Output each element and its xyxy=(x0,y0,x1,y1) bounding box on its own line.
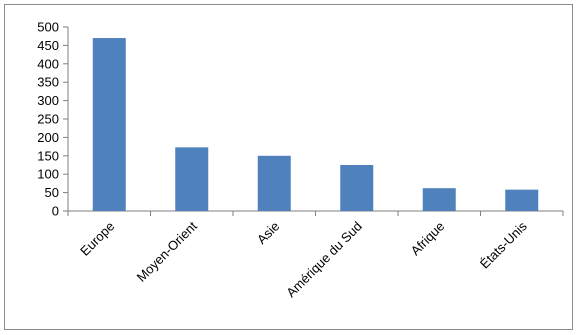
y-tick-label: 300 xyxy=(37,93,59,108)
x-category-label: Asie xyxy=(254,219,282,247)
bar-moyen-orient xyxy=(175,147,209,211)
bar--tats-unis xyxy=(505,189,539,211)
x-category-label: Moyen-Orient xyxy=(134,218,201,285)
y-tick-label: 150 xyxy=(37,148,59,163)
y-tick-label: 200 xyxy=(37,130,59,145)
bar-am-rique-du-sud xyxy=(340,165,374,211)
bar-europe xyxy=(92,38,126,211)
y-tick-label: 400 xyxy=(37,56,59,71)
y-tick-label: 250 xyxy=(37,112,59,127)
x-category-label: Afrique xyxy=(408,219,448,259)
y-tick-label: 500 xyxy=(37,20,59,35)
y-tick-label: 50 xyxy=(45,185,59,200)
y-tick-label: 100 xyxy=(37,167,59,182)
x-category-label: États-Unis xyxy=(477,218,530,271)
bar-asie xyxy=(257,155,291,211)
y-tick-label: 450 xyxy=(37,38,59,53)
y-tick-label: 350 xyxy=(37,75,59,90)
bar-afrique xyxy=(422,188,456,211)
x-category-label: Europe xyxy=(77,219,117,259)
y-tick-label: 0 xyxy=(52,204,59,219)
x-category-label: Amérique du Sud xyxy=(283,219,365,301)
